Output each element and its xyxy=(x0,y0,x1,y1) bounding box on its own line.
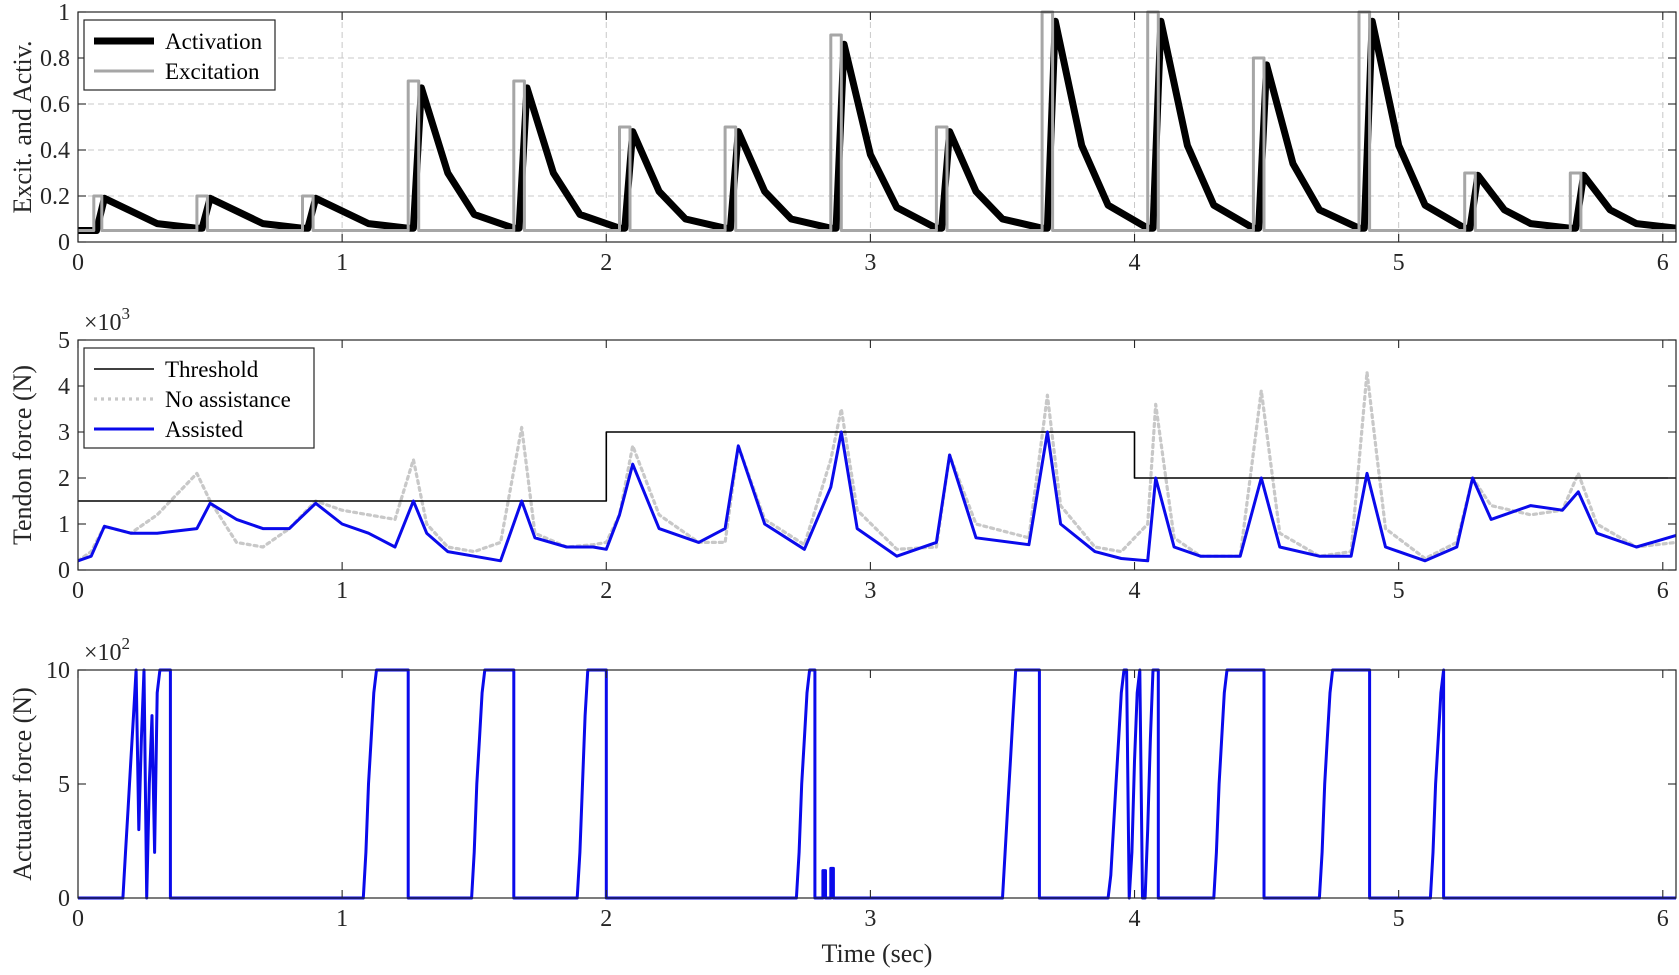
y-ticks: 0 0.2 0.4 0.6 0.8 1 xyxy=(40,0,1676,256)
x-tick-label: 6 xyxy=(1657,250,1669,276)
y-axis-label: Tendon force (N) xyxy=(8,365,37,545)
exponent-power: 3 xyxy=(122,304,131,323)
x-tick-label: 2 xyxy=(600,578,612,604)
exponent-base: ×10 xyxy=(84,310,122,336)
legend-entry: Activation xyxy=(165,29,263,54)
x-tick-label: 2 xyxy=(600,906,612,932)
x-tick-label: 3 xyxy=(864,250,876,276)
x-tick-label: 1 xyxy=(336,578,348,604)
y-tick-label: 2 xyxy=(58,466,70,492)
y-tick-label: 4 xyxy=(58,374,70,400)
series-group xyxy=(78,10,1676,234)
x-tick-label: 0 xyxy=(72,250,84,276)
legend: Threshold No assistance Assisted xyxy=(83,347,315,449)
x-tick-label: 0 xyxy=(72,578,84,604)
y-exponent-label: ×102 xyxy=(84,634,130,666)
x-tick-label: 5 xyxy=(1393,578,1405,604)
series-line-activation xyxy=(78,17,1676,234)
exponent-power: 2 xyxy=(122,634,131,653)
y-tick-label: 1 xyxy=(58,512,70,538)
legend-entry: No assistance xyxy=(165,387,291,412)
x-tick-label: 2 xyxy=(600,250,612,276)
y-tick-label: 0.8 xyxy=(40,46,70,72)
series-line-actuator-force xyxy=(78,668,1676,900)
x-tick-label: 0 xyxy=(72,906,84,932)
y-tick-label: 0.6 xyxy=(40,92,70,118)
panel-1: 0 1 2 3 4 5 6 0 0.2 0.4 0.6 0.8 1 Excit. and Activ. Ac… xyxy=(8,0,1677,276)
series-line-no-assistance xyxy=(78,370,1676,563)
exponent-base: ×10 xyxy=(84,640,122,666)
x-tick-label: 1 xyxy=(336,906,348,932)
legend-entry: Excitation xyxy=(165,59,260,84)
y-tick-label: 0 xyxy=(58,558,70,584)
y-ticks: 0 1 2 3 4 5 xyxy=(58,328,1676,584)
x-tick-label: 5 xyxy=(1393,906,1405,932)
x-ticks: 0 1 2 3 4 5 6 xyxy=(72,340,1669,604)
y-tick-label: 5 xyxy=(58,772,70,798)
series-line-threshold xyxy=(78,431,1676,502)
axes-frame xyxy=(77,339,1677,571)
x-axis-label: Time (sec) xyxy=(822,939,933,968)
chart-panels: 0 1 2 3 4 5 6 0 0.2 0.4 0.6 0.8 1 Excit. and Activ. Ac… xyxy=(8,0,1677,968)
y-tick-label: 1 xyxy=(58,0,70,26)
legend: Activation Excitation xyxy=(83,19,276,91)
series-group xyxy=(78,370,1676,563)
x-ticks: 0 1 2 3 4 5 6 xyxy=(72,670,1669,932)
x-tick-label: 5 xyxy=(1393,250,1405,276)
x-tick-label: 4 xyxy=(1129,250,1141,276)
y-tick-label: 5 xyxy=(58,328,70,354)
y-tick-label: 3 xyxy=(58,420,70,446)
series-line-assisted xyxy=(78,430,1676,563)
grid-lines xyxy=(78,12,1676,242)
y-tick-label: 0.4 xyxy=(40,138,70,164)
y-exponent-label: ×103 xyxy=(84,304,130,336)
x-tick-label: 3 xyxy=(864,906,876,932)
x-tick-label: 1 xyxy=(336,250,348,276)
y-tick-label: 0 xyxy=(58,886,70,912)
y-axis-label: Actuator force (N) xyxy=(8,687,37,880)
y-axis-label: Excit. and Activ. xyxy=(8,40,37,213)
legend-box xyxy=(83,19,276,91)
legend-entry: Assisted xyxy=(165,417,243,442)
x-tick-label: 4 xyxy=(1129,906,1141,932)
series-group xyxy=(78,668,1676,900)
x-tick-label: 3 xyxy=(864,578,876,604)
y-tick-label: 0.2 xyxy=(40,184,70,210)
x-tick-label: 6 xyxy=(1657,906,1669,932)
legend-entry: Threshold xyxy=(165,357,259,382)
y-tick-label: 0 xyxy=(58,230,70,256)
x-tick-label: 6 xyxy=(1657,578,1669,604)
y-ticks: 0 5 10 xyxy=(46,658,1676,912)
axes-frame xyxy=(77,11,1677,243)
y-tick-label: 10 xyxy=(46,658,70,684)
x-ticks: 0 1 2 3 4 5 6 xyxy=(72,12,1669,276)
x-tick-label: 4 xyxy=(1129,578,1141,604)
